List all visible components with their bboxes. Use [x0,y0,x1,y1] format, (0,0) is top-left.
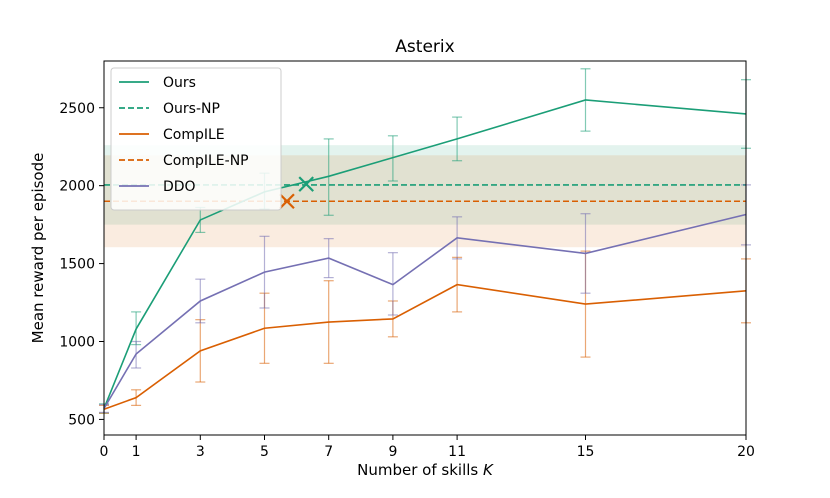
compile-np-marker [279,193,295,210]
legend-label: CompILE-NP [163,153,249,169]
compile-line [103,283,747,411]
np-markers [279,176,315,210]
legend-label: CompILE [163,127,225,143]
legend-entry: Ours [119,75,196,91]
x-axis-ticks: 0 1 3 5 7 9 11 15 20 [100,435,755,460]
plot-frame [103,60,747,436]
x-tick-label: 1 [132,444,141,460]
legend-box [110,67,282,211]
x-tick-label: 0 [100,444,109,460]
x-tick-label: 5 [260,444,269,460]
x-tick-label: 15 [577,444,595,460]
ours-np-marker [298,176,315,192]
y-tick-label: 1000 [59,335,95,351]
legend-label: Ours-NP [163,101,220,117]
legend-entry: Ours-NP [119,101,220,117]
y-tick-label: 500 [68,412,95,428]
legend: Ours Ours-NP CompILE CompILE-NP DDO [110,67,282,211]
x-tick-label: 9 [388,444,397,460]
x-tick-label: 3 [196,444,205,460]
x-tick-label: 11 [448,444,466,460]
legend-entry: CompILE-NP [119,153,249,169]
ddo-line [103,213,747,409]
x-tick-label: 20 [737,444,755,460]
series-lines [103,99,747,411]
legend-entry: CompILE [119,127,225,143]
y-tick-label: 2000 [59,179,95,195]
y-axis-label: Mean reward per episode [29,153,47,344]
legend-label: Ours [163,75,196,91]
np-baseline-lines [104,184,746,203]
ours-line [103,99,747,409]
chart-title: Asterix [395,37,454,57]
y-tick-label: 2500 [59,101,95,117]
x-tick-label: 7 [324,444,333,460]
y-axis-ticks: 500 1000 1500 2000 2500 [59,101,104,428]
x-axis-label: Number of skills K [357,461,494,479]
legend-entry: DDO [119,179,196,195]
y-tick-label: 1500 [59,257,95,273]
legend-label: DDO [163,179,196,195]
